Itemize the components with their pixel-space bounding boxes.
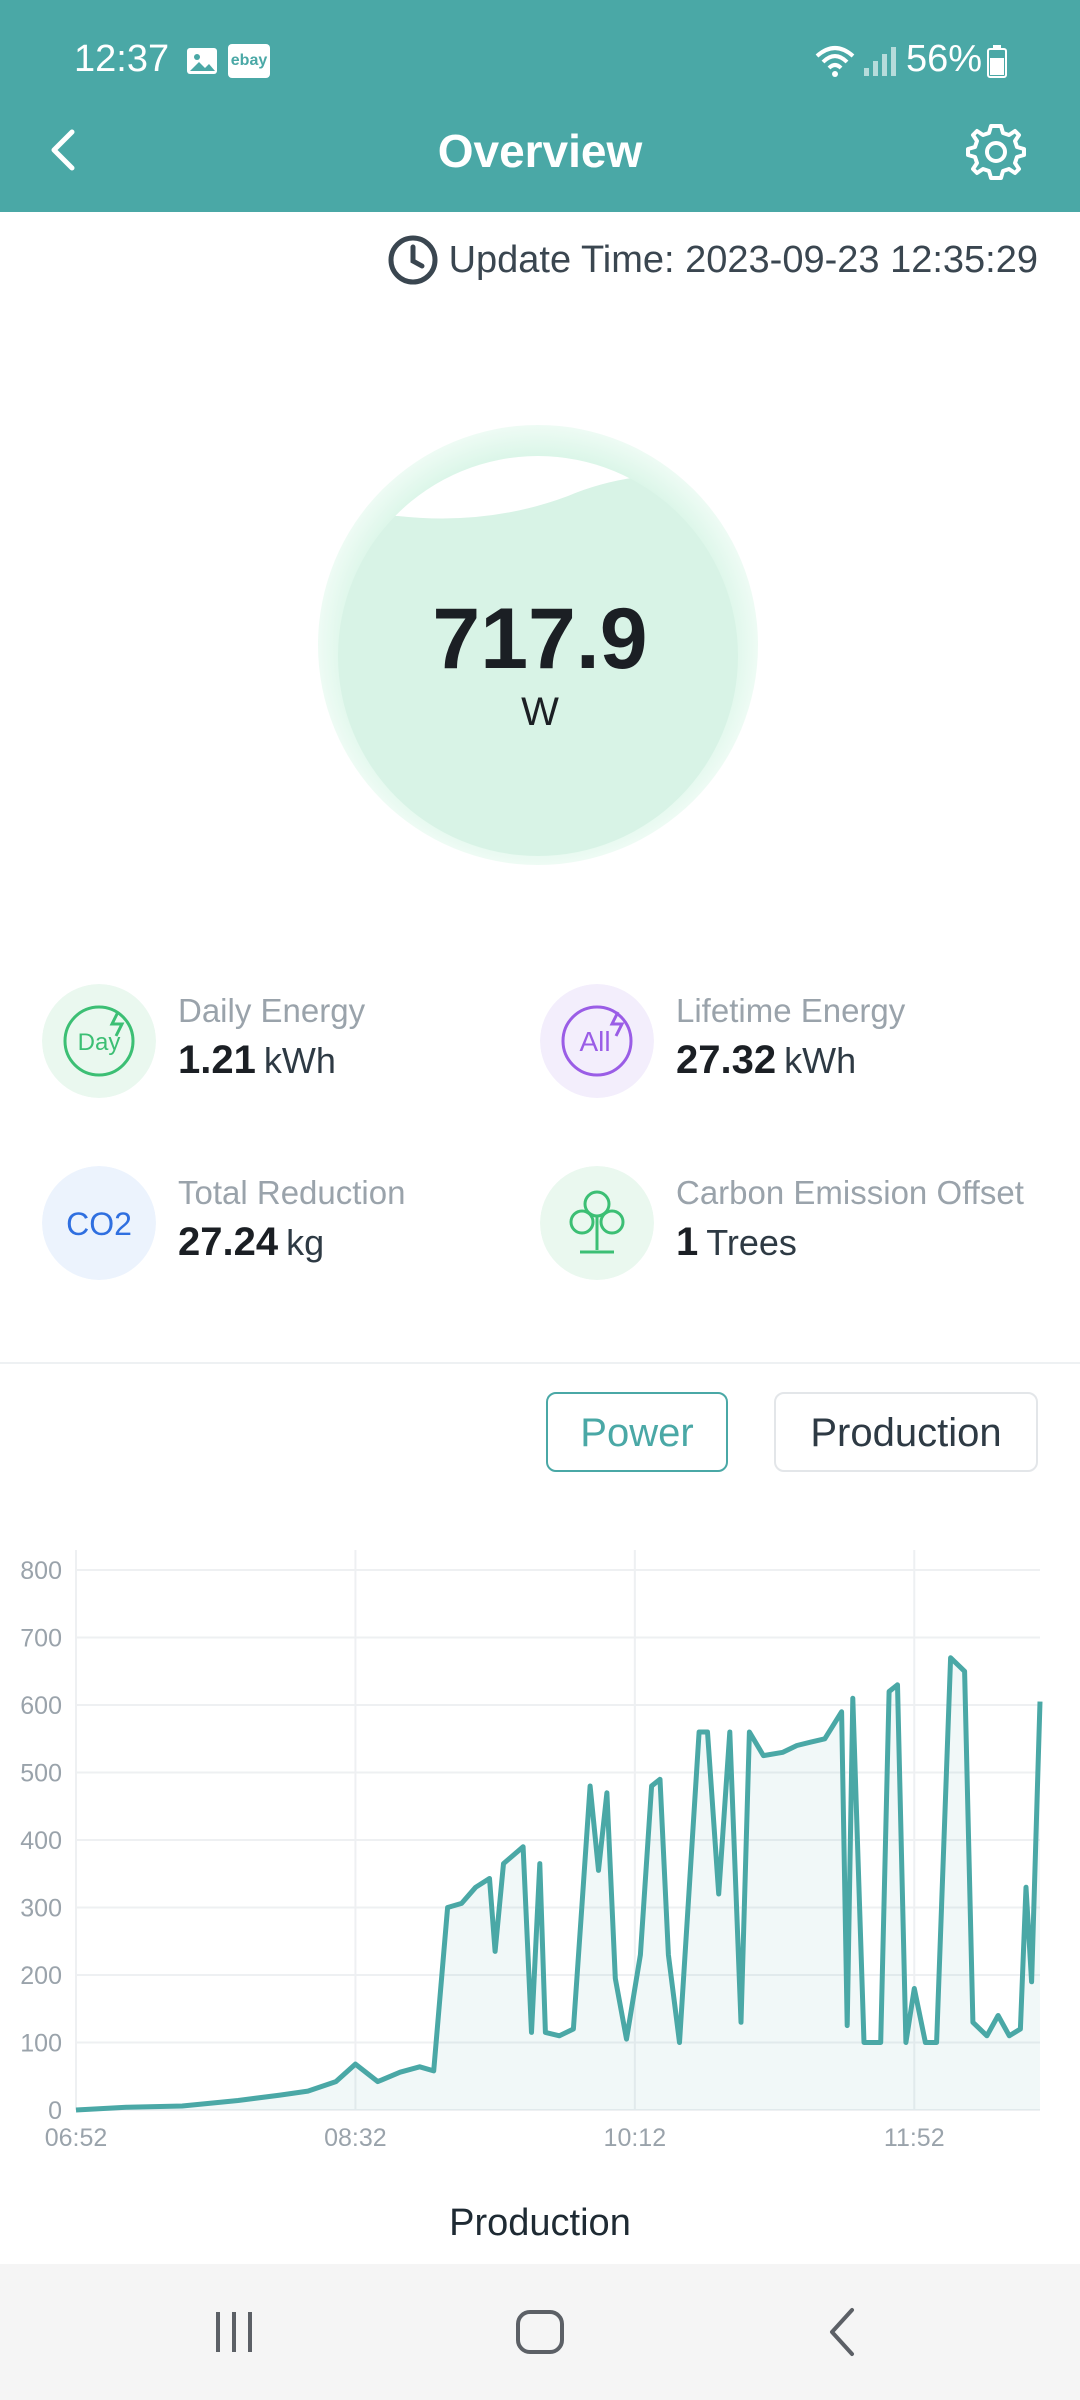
update-time-row: Update Time: 2023-09-23 12:35:29 bbox=[387, 234, 1038, 286]
app-header: 12:37 ebay 56% Overview bbox=[0, 0, 1080, 212]
home-icon[interactable] bbox=[512, 2304, 568, 2360]
y-tick-label: 500 bbox=[20, 1760, 62, 1788]
current-power-unit: W bbox=[521, 690, 559, 734]
stat-value: 27.32 kWh bbox=[676, 1038, 857, 1082]
nav-back-icon[interactable] bbox=[820, 2304, 868, 2360]
status-bar: 12:37 ebay 56% bbox=[0, 0, 1080, 120]
clock-icon bbox=[388, 235, 438, 285]
stat-value: 1.21 kWh bbox=[178, 1038, 336, 1082]
stat-label: Total Reduction bbox=[178, 1174, 406, 1211]
x-tick-label: 10:12 bbox=[604, 2124, 667, 2150]
power-wave bbox=[338, 456, 738, 526]
svg-text:All: All bbox=[579, 1026, 610, 1057]
settings-gear-icon[interactable] bbox=[964, 120, 1028, 184]
battery-percent: 56% bbox=[906, 38, 983, 80]
co2-icon: CO2 bbox=[42, 1166, 156, 1280]
back-button[interactable] bbox=[36, 120, 96, 180]
stat-total-reduction: CO2 Total Reduction 27.24 kg bbox=[42, 1166, 542, 1286]
system-nav-bar bbox=[0, 2264, 1080, 2400]
stat-value: 1 Trees bbox=[676, 1220, 797, 1264]
x-tick-label: 11:52 bbox=[884, 2124, 945, 2150]
section-divider bbox=[0, 1362, 1080, 1364]
production-area bbox=[76, 1657, 1040, 2110]
tree-icon bbox=[540, 1166, 654, 1280]
battery-icon bbox=[987, 45, 1007, 78]
update-time-text: Update Time: 2023-09-23 12:35:29 bbox=[448, 238, 1038, 281]
x-tick-label: 06:52 bbox=[45, 2124, 108, 2150]
power-gauge bbox=[338, 456, 738, 856]
stat-label: Daily Energy bbox=[178, 992, 366, 1029]
y-tick-label: 300 bbox=[20, 1895, 62, 1923]
ebay-icon: ebay bbox=[228, 44, 270, 78]
tab-production[interactable]: Production bbox=[774, 1392, 1038, 1472]
tab-power[interactable]: Power bbox=[546, 1392, 728, 1472]
signal-icon bbox=[864, 47, 896, 76]
stat-carbon-offset: Carbon Emission Offset 1 Trees bbox=[540, 1166, 1040, 1286]
all-energy-icon: All bbox=[540, 984, 654, 1098]
wifi-icon bbox=[815, 46, 855, 77]
stat-label: Carbon Emission Offset bbox=[676, 1174, 1024, 1211]
production-line bbox=[75, 1655, 1043, 2113]
y-tick-label: 400 bbox=[20, 1827, 62, 1855]
chart-legend-label: Production bbox=[449, 2202, 631, 2244]
power-chart: 0 100 200 300 400 500 600 700 800 06:52 08:32 10:12… bbox=[20, 1550, 1043, 2150]
current-power-value: 717.9 bbox=[432, 591, 648, 687]
y-tick-label: 600 bbox=[20, 1692, 62, 1720]
day-energy-icon: Day bbox=[42, 984, 156, 1098]
svg-text:CO2: CO2 bbox=[66, 1206, 132, 1242]
stat-daily-energy: Day Daily Energy 1.21 kWh bbox=[42, 984, 542, 1104]
stat-lifetime-energy: All Lifetime Energy 27.32 kWh bbox=[540, 984, 1040, 1104]
y-tick-label: 200 bbox=[20, 1962, 62, 1990]
status-time: 12:37 bbox=[74, 38, 170, 80]
stat-value: 27.24 kg bbox=[178, 1220, 325, 1264]
recents-icon[interactable] bbox=[210, 2308, 258, 2356]
y-tick-label: 800 bbox=[20, 1557, 62, 1585]
stat-label: Lifetime Energy bbox=[676, 992, 906, 1029]
x-tick-label: 08:32 bbox=[324, 2124, 387, 2150]
y-tick-label: 100 bbox=[20, 2030, 62, 2058]
svg-text:Day: Day bbox=[78, 1029, 121, 1056]
y-tick-label: 0 bbox=[48, 2097, 62, 2125]
y-tick-label: 700 bbox=[20, 1625, 62, 1653]
page-title: Overview bbox=[437, 125, 643, 177]
gallery-icon bbox=[187, 48, 217, 74]
